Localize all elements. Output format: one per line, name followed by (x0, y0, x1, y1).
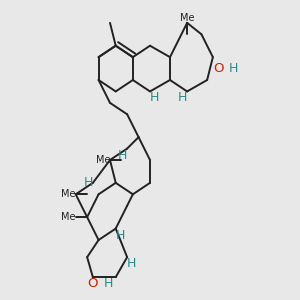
Text: H: H (104, 277, 113, 290)
Text: Me: Me (95, 155, 110, 165)
Text: H: H (229, 62, 238, 75)
Text: Me: Me (180, 13, 194, 23)
Text: O: O (88, 277, 98, 290)
Text: H: H (118, 148, 127, 162)
Text: Me: Me (61, 212, 76, 222)
Text: H: H (83, 176, 93, 189)
Text: H: H (178, 92, 187, 104)
Text: H: H (150, 92, 159, 104)
Text: O: O (213, 62, 224, 75)
Text: Me: Me (61, 189, 76, 199)
Text: H: H (127, 257, 136, 270)
Text: H: H (116, 229, 125, 242)
